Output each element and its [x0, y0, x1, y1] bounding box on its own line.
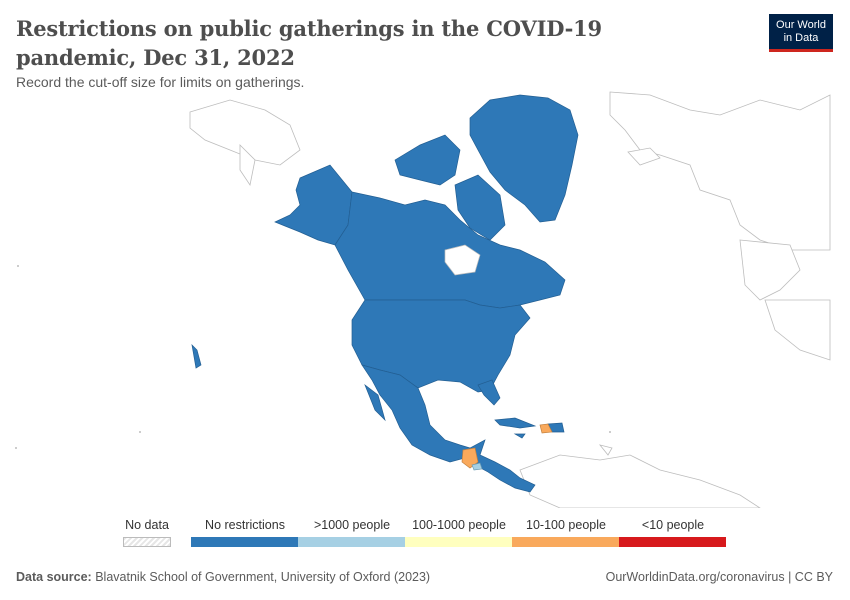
country-hawaii: [191, 343, 202, 369]
legend-label-1: >1000 people: [313, 518, 391, 532]
country-el-salvador: [471, 462, 483, 471]
land-iberia: [739, 239, 801, 301]
country-hudson-bay-hole: [444, 244, 481, 276]
country-cuba: [494, 417, 537, 429]
country-canada-baffin: [454, 174, 506, 241]
legend-label-3: 10-100 people: [526, 518, 606, 532]
highlighted-countries: [191, 94, 579, 493]
data-source: Data source: Blavatnik School of Governm…: [16, 570, 430, 584]
data-source-text: Blavatnik School of Government, Universi…: [95, 570, 431, 584]
minor-islands: [15, 265, 611, 449]
legend-no-data-swatch[interactable]: [123, 537, 171, 547]
data-source-label: Data source:: [16, 570, 92, 584]
legend-swatch-3[interactable]: [512, 537, 619, 547]
source-url-link[interactable]: OurWorldinData.org/coronavirus | CC BY: [605, 570, 833, 584]
legend-swatch-4[interactable]: [619, 537, 726, 547]
chart-title: Restrictions on public gatherings in the…: [16, 16, 602, 70]
country-greenland: [469, 94, 579, 223]
land-africa-nw: [764, 299, 831, 361]
legend-swatch-1[interactable]: [298, 537, 405, 547]
land-iceland: [627, 147, 661, 166]
orange-countries: [461, 423, 553, 469]
country-baja: [364, 383, 386, 422]
owid-logo[interactable]: Our World in Data: [769, 14, 833, 52]
country-canada-arctic-islands: [394, 134, 461, 186]
logo-line-1: Our World: [776, 19, 826, 31]
land-small-isles: [598, 444, 613, 456]
country-haiti: [539, 423, 553, 434]
lightblue-countries: [471, 462, 483, 471]
land-kamchatka: [239, 144, 256, 187]
legend-swatch-2[interactable]: [405, 537, 512, 547]
other-land: [189, 91, 831, 508]
choropleth-map: [15, 91, 831, 508]
map-legend: No data No restrictions >1000 people 100…: [0, 514, 850, 554]
legend-swatch-0[interactable]: [191, 537, 298, 547]
chart-subtitle: Record the cut-off size for limits on ga…: [16, 74, 305, 90]
land-south-america: [519, 454, 761, 508]
legend-label-2: 100-1000 people: [412, 518, 506, 532]
legend-label-0: No restrictions: [205, 518, 285, 532]
country-jamaica: [513, 433, 526, 439]
country-alaska: [274, 164, 353, 246]
land-siberia-east: [189, 99, 301, 166]
country-florida: [477, 379, 501, 406]
logo-line-2: in Data: [783, 32, 819, 44]
land-europe-north: [609, 91, 831, 251]
legend-no-data-label: No data: [125, 518, 169, 532]
legend-label-4: <10 people: [641, 518, 705, 532]
